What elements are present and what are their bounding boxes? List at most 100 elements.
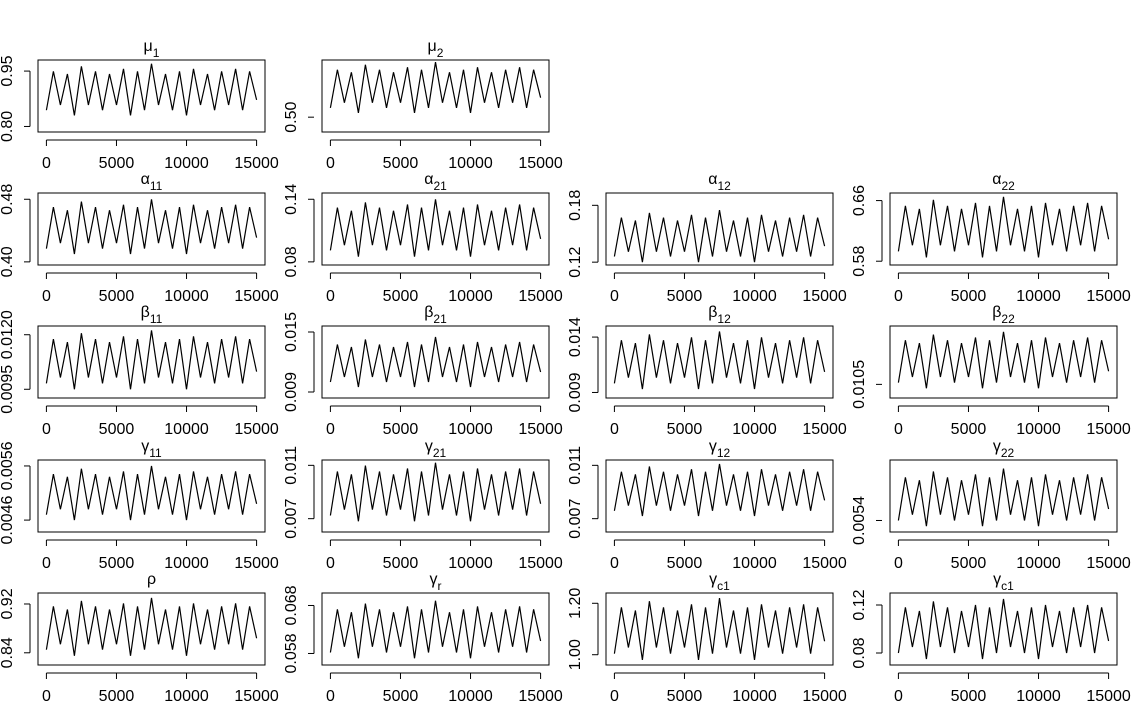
trace-panel: α22 0 5000 10000 15000 0.58 0.66 (851, 171, 1131, 305)
panel-title: γ22 (993, 438, 1015, 460)
y-tick-label: 0.068 (283, 585, 300, 625)
trace-panel: γc1 0 5000 10000 15000 1.00 1.20 (567, 571, 847, 705)
y-tick-label: 0.015 (283, 312, 300, 352)
x-tick-label: 15000 (802, 688, 847, 705)
plot-frame (605, 192, 834, 266)
y-tick-label: 0.66 (851, 185, 868, 216)
trace-panel: β21 0 5000 10000 15000 0.009 0.015 (283, 304, 563, 438)
plot-frame (37, 192, 266, 266)
y-tick-label: 0.007 (283, 499, 300, 539)
panel-title: α11 (141, 171, 163, 193)
x-tick-label: 15000 (234, 155, 279, 172)
x-tick-label: 5000 (951, 688, 987, 705)
panel-title: γ12 (709, 438, 731, 460)
plot-frame (889, 592, 1118, 666)
panel-title: β21 (424, 304, 447, 326)
x-tick-label: 15000 (234, 288, 279, 305)
x-tick-label: 0 (610, 688, 619, 705)
x-tick-label: 5000 (383, 555, 419, 572)
y-tick-label: 0.009 (283, 372, 300, 412)
title-symbol: γ (425, 438, 433, 455)
x-tick-label: 0 (894, 555, 903, 572)
y-tick-label: 0.0095 (0, 365, 16, 414)
trace-panel: α11 0 5000 10000 15000 0.40 0.48 (0, 171, 279, 305)
trace-line (613, 210, 826, 263)
trace-line (329, 600, 542, 659)
title-subscript: 11 (149, 446, 162, 460)
x-tick-label: 15000 (234, 555, 279, 572)
trace-line (45, 597, 258, 656)
trace-panel: β12 0 5000 10000 15000 0.009 0.014 (567, 304, 847, 438)
y-tick-label: 0.058 (283, 633, 300, 673)
x-tick-label: 15000 (518, 155, 563, 172)
title-subscript: r (438, 579, 442, 593)
title-subscript: 12 (717, 179, 731, 193)
trace-line (45, 465, 258, 521)
trace-line (45, 63, 258, 116)
x-tick-label: 10000 (164, 155, 209, 172)
title-subscript: 11 (150, 312, 163, 326)
x-tick-label: 15000 (518, 288, 563, 305)
panel-title: μ2 (428, 38, 444, 60)
title-symbol: γ (993, 438, 1001, 455)
x-tick-label: 0 (326, 688, 335, 705)
trace-line (897, 331, 1110, 389)
trace-line (329, 462, 542, 522)
y-tick-label: 0.007 (567, 499, 584, 539)
trace-panel: α21 0 5000 10000 15000 0.08 0.14 (283, 171, 563, 305)
x-tick-label: 5000 (667, 288, 703, 305)
x-tick-label: 10000 (448, 688, 493, 705)
panel-title: ρ (147, 571, 156, 588)
title-symbol: γ (141, 438, 149, 455)
x-tick-label: 10000 (164, 288, 209, 305)
title-symbol: β (141, 304, 150, 321)
x-tick-label: 0 (42, 555, 51, 572)
plot-frame (605, 592, 834, 666)
trace-panel: γ11 0 5000 10000 15000 0.0046 0.0056 (0, 438, 279, 572)
panel-title: μ1 (144, 38, 160, 60)
y-tick-label: 0.92 (0, 588, 16, 619)
x-tick-label: 0 (42, 155, 51, 172)
x-tick-label: 10000 (732, 421, 777, 438)
x-tick-label: 0 (42, 688, 51, 705)
title-subscript: 21 (433, 446, 447, 460)
plot-frame (37, 325, 266, 399)
x-tick-label: 0 (610, 288, 619, 305)
title-subscript: 12 (717, 312, 731, 326)
x-tick-label: 10000 (1016, 688, 1061, 705)
panel-title: β12 (708, 304, 731, 326)
x-tick-label: 0 (894, 421, 903, 438)
x-tick-label: 10000 (732, 288, 777, 305)
y-tick-label: 0.08 (283, 246, 300, 277)
y-tick-label: 0.0054 (851, 496, 868, 545)
panel-title: β11 (141, 304, 163, 326)
x-tick-label: 15000 (1086, 555, 1131, 572)
panel-title: γc1 (993, 571, 1014, 593)
panel-title: γr (430, 571, 442, 593)
panel-title: α21 (424, 171, 447, 193)
x-tick-label: 15000 (802, 288, 847, 305)
plot-frame (321, 59, 550, 133)
title-symbol: γ (709, 571, 717, 588)
x-tick-label: 5000 (667, 555, 703, 572)
y-tick-label: 0.12 (851, 589, 868, 620)
x-tick-label: 5000 (99, 688, 135, 705)
trace-line (613, 331, 826, 390)
x-tick-label: 5000 (99, 288, 135, 305)
x-tick-label: 5000 (951, 421, 987, 438)
title-symbol: γ (993, 571, 1001, 588)
title-symbol: β (708, 304, 717, 321)
x-tick-label: 10000 (164, 555, 209, 572)
y-tick-label: 0.58 (851, 246, 868, 277)
x-tick-label: 0 (42, 288, 51, 305)
panel-title: α12 (708, 171, 731, 193)
x-tick-label: 10000 (448, 555, 493, 572)
x-tick-label: 15000 (518, 688, 563, 705)
trace-panel: β22 0 5000 10000 15000 0.0105 (851, 304, 1131, 438)
panel-title: γc1 (709, 571, 730, 593)
plot-frame (889, 192, 1118, 266)
x-tick-label: 15000 (1086, 421, 1131, 438)
plot-frame (37, 459, 266, 533)
trace-line (613, 598, 826, 660)
